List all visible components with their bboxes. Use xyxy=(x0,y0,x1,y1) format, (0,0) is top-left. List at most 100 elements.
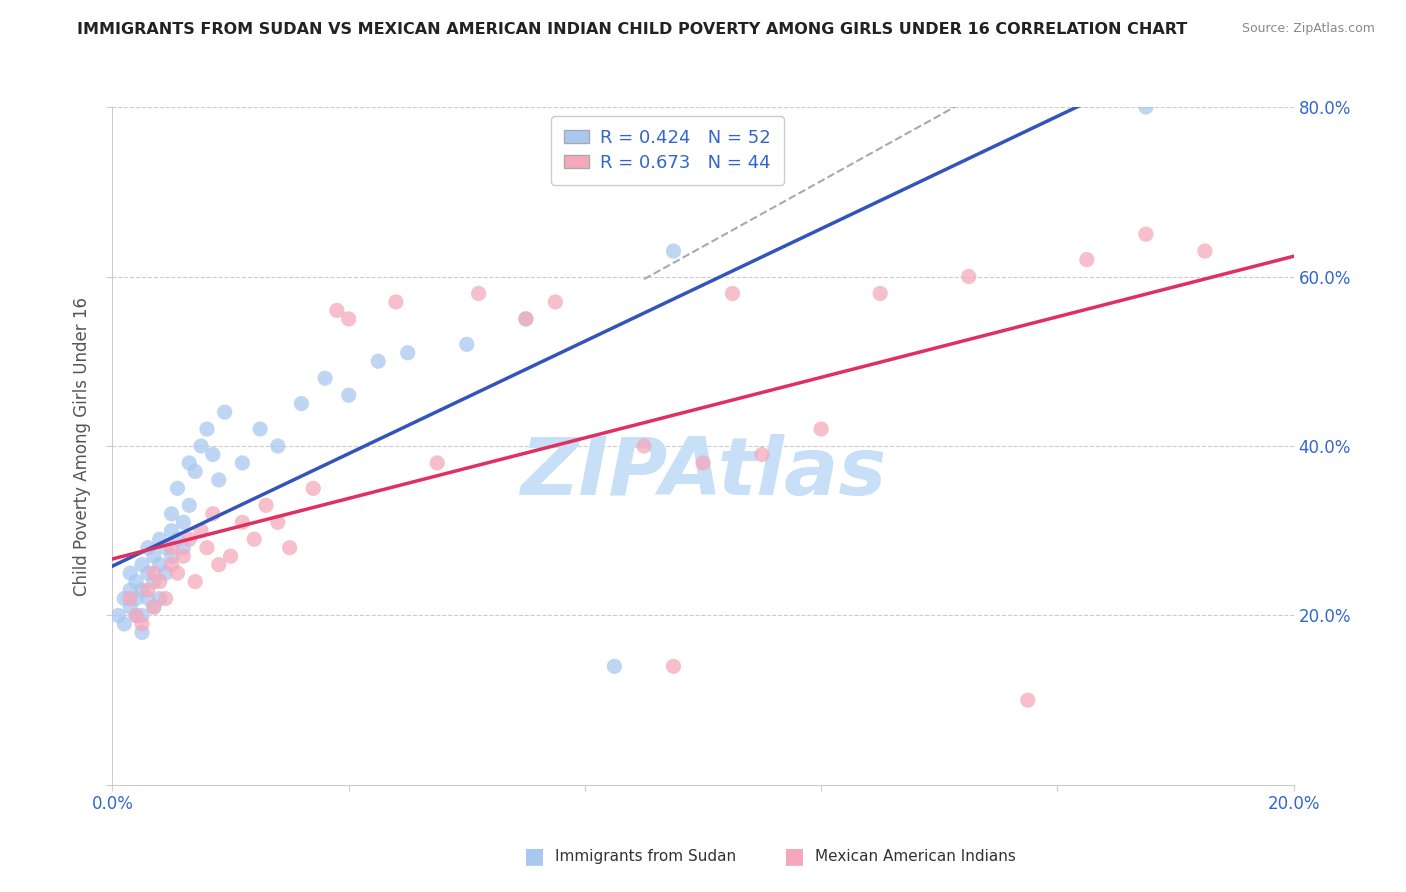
Point xyxy=(179,532,201,546)
Y-axis label: Child Poverty Among Girls Under 16: Child Poverty Among Girls Under 16 xyxy=(73,296,91,596)
Point xyxy=(751,447,773,462)
Point xyxy=(426,456,449,470)
Point xyxy=(166,482,188,496)
Point xyxy=(214,405,236,419)
Point xyxy=(125,574,148,589)
Point xyxy=(692,456,714,470)
Point xyxy=(195,422,218,436)
Point xyxy=(149,558,172,572)
Point xyxy=(243,532,266,546)
Point xyxy=(337,311,360,326)
Point xyxy=(278,541,301,555)
Point xyxy=(633,439,655,453)
Point xyxy=(107,608,129,623)
Point xyxy=(160,558,183,572)
Point xyxy=(136,583,159,598)
Point xyxy=(810,422,832,436)
Point xyxy=(142,599,165,614)
Point xyxy=(721,286,744,301)
Point xyxy=(120,566,142,581)
Point xyxy=(120,599,142,614)
Point xyxy=(112,591,135,606)
Point xyxy=(544,294,567,310)
Point xyxy=(290,396,312,410)
Point xyxy=(267,439,290,453)
Point xyxy=(136,541,159,555)
Point xyxy=(314,371,336,385)
Point xyxy=(1135,100,1157,114)
Point xyxy=(142,599,165,614)
Point xyxy=(120,583,142,598)
Point xyxy=(184,464,207,478)
Point xyxy=(172,515,194,529)
Point xyxy=(112,617,135,632)
Point xyxy=(149,532,172,546)
Point xyxy=(160,549,183,564)
Point xyxy=(155,541,177,555)
Point xyxy=(142,566,165,581)
Point xyxy=(219,549,242,564)
Point xyxy=(249,422,271,436)
Point xyxy=(172,549,194,564)
Point xyxy=(337,388,360,402)
Point xyxy=(231,515,253,529)
Point xyxy=(302,482,325,496)
Point xyxy=(142,574,165,589)
Point xyxy=(172,541,194,555)
Point xyxy=(957,269,980,284)
Point xyxy=(456,337,478,351)
Point xyxy=(254,498,277,512)
Point xyxy=(869,286,891,301)
Point xyxy=(208,473,231,487)
Point xyxy=(142,549,165,564)
Point xyxy=(515,311,537,326)
Point xyxy=(367,354,389,368)
Point xyxy=(131,608,153,623)
Point xyxy=(160,524,183,538)
Point xyxy=(160,541,183,555)
Point xyxy=(467,286,489,301)
Point xyxy=(603,659,626,673)
Point xyxy=(1076,252,1098,267)
Point xyxy=(201,447,224,462)
Point xyxy=(179,456,201,470)
Text: ■: ■ xyxy=(524,847,544,866)
Point xyxy=(396,345,419,359)
Point xyxy=(190,524,212,538)
Point xyxy=(662,659,685,673)
Point xyxy=(131,583,153,598)
Point xyxy=(195,541,218,555)
Point xyxy=(131,625,153,640)
Point xyxy=(231,456,253,470)
Point xyxy=(149,591,172,606)
Point xyxy=(515,311,537,326)
Point xyxy=(131,617,153,632)
Text: IMMIGRANTS FROM SUDAN VS MEXICAN AMERICAN INDIAN CHILD POVERTY AMONG GIRLS UNDER: IMMIGRANTS FROM SUDAN VS MEXICAN AMERICA… xyxy=(77,22,1188,37)
Point xyxy=(166,532,188,546)
Point xyxy=(155,591,177,606)
Point xyxy=(149,574,172,589)
Point xyxy=(385,294,408,310)
Point xyxy=(155,566,177,581)
Point xyxy=(267,515,290,529)
Point xyxy=(1017,693,1039,707)
Point xyxy=(120,591,142,606)
Point xyxy=(125,608,148,623)
Text: Source: ZipAtlas.com: Source: ZipAtlas.com xyxy=(1241,22,1375,36)
Point xyxy=(201,507,224,521)
Text: Immigrants from Sudan: Immigrants from Sudan xyxy=(555,849,737,863)
Point xyxy=(326,303,349,318)
Point xyxy=(184,574,207,589)
Point xyxy=(1194,244,1216,259)
Point xyxy=(190,439,212,453)
Point xyxy=(1135,227,1157,241)
Text: Mexican American Indians: Mexican American Indians xyxy=(815,849,1017,863)
Point xyxy=(160,507,183,521)
Point xyxy=(125,608,148,623)
Point xyxy=(179,498,201,512)
Point xyxy=(208,558,231,572)
Point xyxy=(136,591,159,606)
Point xyxy=(125,591,148,606)
Point xyxy=(131,558,153,572)
Text: ZIPAtlas: ZIPAtlas xyxy=(520,434,886,512)
